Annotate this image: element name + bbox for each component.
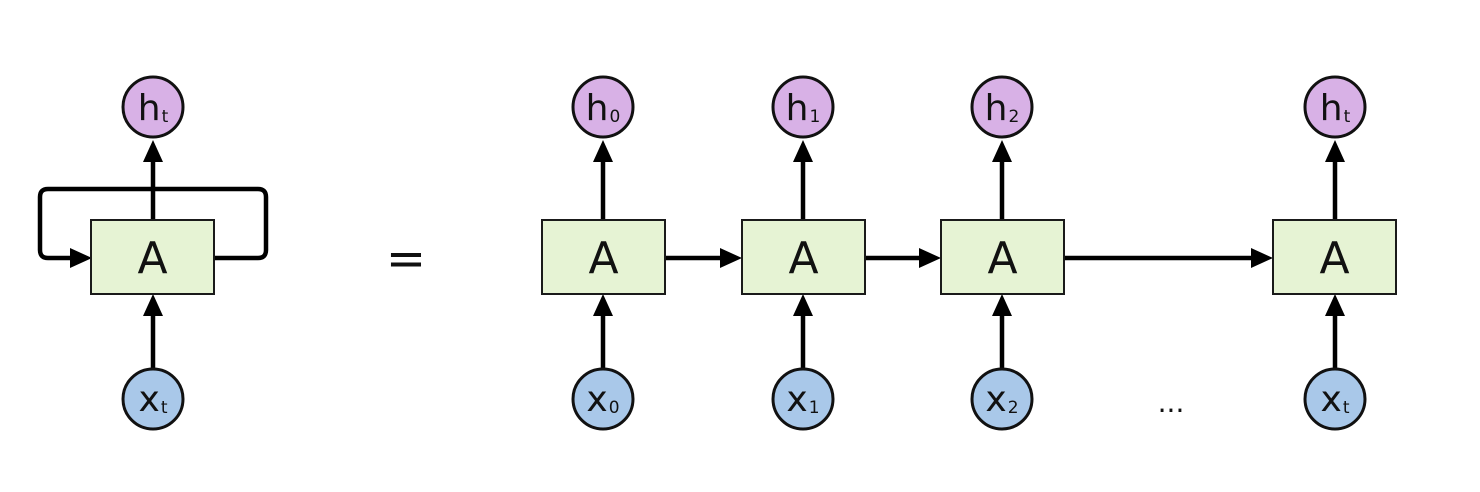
cell-label: A bbox=[987, 233, 1017, 284]
output-node bbox=[970, 75, 1034, 139]
unrolled-step-1: A h1 x1 bbox=[741, 75, 866, 431]
input-arrowhead bbox=[1325, 294, 1345, 316]
input-arrowhead bbox=[992, 294, 1012, 316]
output-node bbox=[571, 75, 635, 139]
input-node bbox=[970, 367, 1034, 431]
rolled-input-node bbox=[121, 367, 185, 431]
transition-arrowhead-1-2 bbox=[919, 248, 941, 268]
output-label: h2 bbox=[985, 88, 1020, 129]
rolled-cell-box bbox=[90, 219, 215, 295]
input-node bbox=[771, 367, 835, 431]
rolled-output-node bbox=[121, 75, 185, 139]
input-label: x1 bbox=[786, 379, 819, 420]
rolled-input-label: xt bbox=[139, 379, 168, 420]
input-label: x0 bbox=[586, 379, 619, 420]
output-arrowhead bbox=[593, 140, 613, 162]
rolled-input-arrowhead bbox=[143, 294, 163, 316]
unrolled-chain: A h0 x0 A h1 x1 A h2 bbox=[541, 75, 1397, 431]
rolled-rnn: A ht xt bbox=[37, 75, 269, 431]
cell-label: A bbox=[588, 233, 618, 284]
output-arrowhead bbox=[992, 140, 1012, 162]
rolled-output-label: ht bbox=[138, 88, 169, 129]
unrolled-step-2: A h2 x2 bbox=[940, 75, 1065, 431]
unrolled-step-t: A ht xt bbox=[1272, 75, 1397, 431]
rolled-output-arrowhead bbox=[143, 140, 163, 162]
cell-box bbox=[741, 219, 866, 295]
output-node bbox=[771, 75, 835, 139]
output-label: ht bbox=[1320, 88, 1351, 129]
ellipsis: ... bbox=[1158, 386, 1185, 419]
cell-box bbox=[940, 219, 1065, 295]
equals-sign: = bbox=[386, 231, 426, 287]
input-node bbox=[571, 367, 635, 431]
input-node bbox=[1303, 367, 1367, 431]
input-label: xt bbox=[1321, 379, 1350, 420]
cell-label: A bbox=[1319, 233, 1349, 284]
output-label: h1 bbox=[786, 88, 821, 129]
transition-arrowhead-2-t bbox=[1251, 248, 1273, 268]
transition-arrowhead-0-1 bbox=[720, 248, 742, 268]
unrolled-step-0: A h0 x0 bbox=[541, 75, 666, 431]
output-label: h0 bbox=[586, 88, 621, 129]
input-arrowhead bbox=[593, 294, 613, 316]
input-arrowhead bbox=[793, 294, 813, 316]
recurrent-loop-arrowhead bbox=[70, 248, 92, 268]
cell-box bbox=[541, 219, 666, 295]
rolled-cell-label: A bbox=[137, 233, 167, 284]
output-arrowhead bbox=[1325, 140, 1345, 162]
cell-label: A bbox=[788, 233, 818, 284]
output-node bbox=[1303, 75, 1367, 139]
input-label: x2 bbox=[985, 379, 1018, 420]
output-arrowhead bbox=[793, 140, 813, 162]
cell-box bbox=[1272, 219, 1397, 295]
